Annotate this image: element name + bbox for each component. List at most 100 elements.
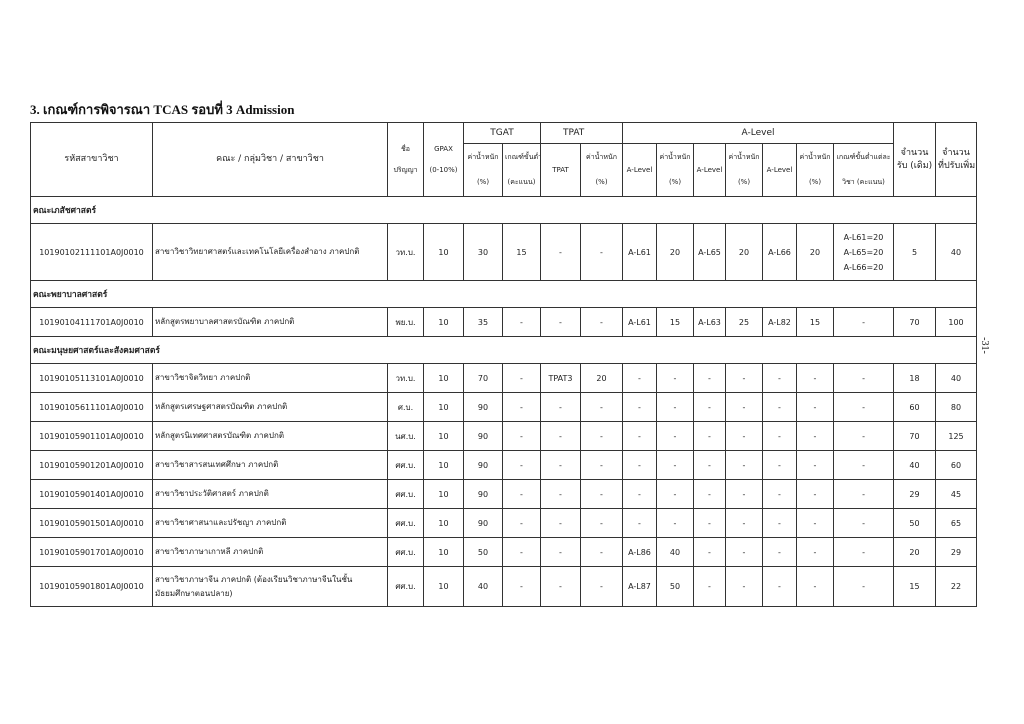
cell-tpat: - [540, 508, 581, 538]
cell-al1: A-L61 [622, 223, 657, 281]
cell-al1-w: - [656, 479, 694, 509]
cell-al-min: - [832, 392, 895, 422]
cell-name: สาขาวิชาประวัติศาสตร์ ภาคปกติ [152, 479, 388, 509]
cell-tpat: - [540, 450, 581, 480]
cell-al2-w: - [725, 450, 763, 480]
cell-al3-w: - [796, 421, 834, 451]
cell-code: 10190105901801A0J0010 [30, 566, 153, 607]
min-score-line: - [862, 431, 865, 441]
header-degree: ชื่อ ปริญญา [387, 122, 424, 197]
cell-al-min: - [832, 566, 895, 607]
cell-tpat: - [540, 392, 581, 422]
cell-code: 10190105611101A0J0010 [30, 392, 153, 422]
cell-name: หลักสูตรนิเทศศาสตรบัณฑิต ภาคปกติ [152, 421, 388, 451]
header-al-min: เกณฑ์ขั้นต่ำแต่ละ วิชา (คะแนน) [832, 143, 895, 197]
header-gpax: GPAX (0-10%) [423, 122, 464, 197]
table-row: 10190105611101A0J0010 หลักสูตรเศรษฐศาสตรบ… [30, 392, 978, 422]
cell-al-min: - [832, 450, 895, 480]
min-score-line: A-L66=20 [843, 262, 884, 272]
cell-name: สาขาวิชาภาษาเกาหลี ภาคปกติ [152, 537, 388, 567]
cell-al2: - [693, 537, 726, 567]
table-row: 10190105901801A0J0010 สาขาวิชาภาษาจีน ภาค… [30, 566, 978, 607]
min-score-line: A-L65=20 [843, 247, 884, 257]
cell-al2: - [693, 479, 726, 509]
cell-al1-w: - [656, 508, 694, 538]
cell-al2-w: - [725, 566, 763, 607]
cell-al-min: - [832, 537, 895, 567]
cell-al3-w: 20 [796, 223, 834, 281]
header-tpat-sub: TPAT [540, 143, 581, 197]
min-score-line: - [862, 373, 865, 383]
header-alevel: A-Level [621, 122, 895, 144]
min-score-line: - [862, 489, 865, 499]
cell-tgat-min: - [502, 479, 541, 509]
cell-added: 29 [935, 537, 978, 567]
cell-al-min: - [832, 508, 895, 538]
cell-al2-w: 25 [725, 307, 763, 337]
cell-capacity: 70 [893, 307, 937, 337]
cell-degree: วท.บ. [387, 223, 424, 281]
cell-al-min: - [832, 307, 895, 337]
cell-tgat-w: 40 [463, 566, 503, 607]
cell-tpat: - [540, 566, 581, 607]
cell-tgat-min: - [502, 566, 541, 607]
header-name: คณะ / กลุ่มวิชา / สาขาวิชา [152, 122, 388, 197]
cell-gpax: 10 [423, 508, 464, 538]
cell-al1: - [622, 450, 657, 480]
cell-tgat-w: 90 [463, 508, 503, 538]
cell-added: 100 [935, 307, 978, 337]
cell-added: 60 [935, 450, 978, 480]
cell-gpax: 10 [423, 537, 464, 567]
header-tpat: TPAT [540, 122, 623, 144]
cell-al2-w: - [725, 392, 763, 422]
table-body: คณะเภสัชศาสตร์ 10190102111101A0J0010 สาขาว… [29, 196, 978, 607]
cell-tpat-w: - [580, 508, 623, 538]
cell-al-min: A-L61=20 A-L65=20 A-L66=20 [832, 223, 895, 281]
cell-al1-w: - [656, 450, 694, 480]
cell-al3-w: - [796, 450, 834, 480]
cell-gpax: 10 [423, 392, 464, 422]
min-score-line: A-L61=20 [843, 232, 884, 242]
table-row: 10190105901701A0J0010 สาขาวิชาภาษาเกาหลี … [30, 537, 978, 567]
cell-degree: นศ.บ. [387, 421, 424, 451]
cell-tgat-w: 35 [463, 307, 503, 337]
table-row: 10190105901401A0J0010 สาขาวิชาประวัติศาสต… [30, 479, 978, 509]
table-row: 10190104111701A0J0010 หลักสูตรพยาบาลศาสตร… [30, 307, 978, 337]
cell-code: 10190105901401A0J0010 [30, 479, 153, 509]
cell-tpat: - [540, 479, 581, 509]
cell-al3: A-L82 [762, 307, 797, 337]
min-score-line: - [862, 547, 865, 557]
cell-al3: A-L66 [762, 223, 797, 281]
cell-name: สาขาวิชาวิทยาศาสตร์และเทคโนโลยีเครื่องสำ… [152, 223, 388, 281]
cell-tgat-min: - [502, 421, 541, 451]
cell-capacity: 60 [893, 392, 937, 422]
cell-added: 125 [935, 421, 978, 451]
header-al-subject-3: A-Level [762, 143, 797, 197]
page-number: -31- [978, 337, 990, 354]
header-added: จำนวน ที่ปรับเพิ่ม [935, 122, 978, 197]
table-row: 10190105901101A0J0010 หลักสูตรนิเทศศาสตรบ… [30, 421, 978, 451]
cell-capacity: 20 [893, 537, 937, 567]
cell-tpat-w: - [580, 223, 623, 281]
cell-al2-w: - [725, 508, 763, 538]
cell-added: 40 [935, 223, 978, 281]
cell-al3-w: - [796, 537, 834, 567]
table-row: 10190102111101A0J0010 สาขาวิชาวิทยาศาสตร์… [30, 223, 978, 281]
cell-al3: - [762, 508, 797, 538]
cell-al1-w: - [656, 363, 694, 393]
header-tgat-weight: ค่าน้ำหนัก (%) [463, 143, 503, 197]
cell-gpax: 10 [423, 421, 464, 451]
min-score-line: - [862, 518, 865, 528]
cell-tpat-w: - [580, 566, 623, 607]
cell-degree: ศศ.บ. [387, 566, 424, 607]
cell-tpat-w: - [580, 421, 623, 451]
cell-al2-w: - [725, 479, 763, 509]
cell-capacity: 40 [893, 450, 937, 480]
cell-added: 45 [935, 479, 978, 509]
cell-al2: - [693, 450, 726, 480]
cell-al1-w: - [656, 392, 694, 422]
cell-al2: A-L65 [693, 223, 726, 281]
min-score-line: - [862, 582, 865, 591]
cell-al2-w: 20 [725, 223, 763, 281]
cell-al2: - [693, 508, 726, 538]
